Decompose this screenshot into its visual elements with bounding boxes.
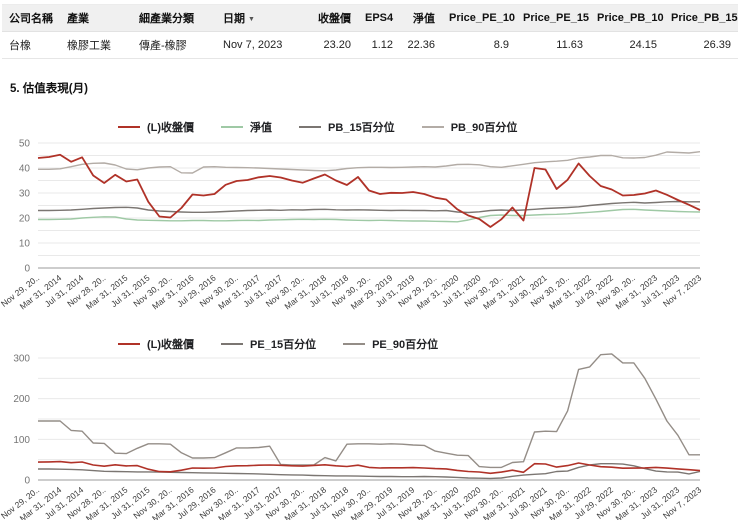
col-price-pb-15: Price_PB_15 xyxy=(664,4,738,32)
svg-text:200: 200 xyxy=(13,394,30,405)
legend-line-icon xyxy=(343,343,366,345)
legend-label: 淨值 xyxy=(250,122,273,134)
sort-desc-icon[interactable]: ▼ xyxy=(248,16,255,23)
svg-text:100: 100 xyxy=(13,435,30,446)
legend-item-3: PB_90百分位 xyxy=(421,119,518,135)
col-eps4: EPS4 xyxy=(358,4,400,32)
svg-text:300: 300 xyxy=(13,354,30,365)
legend-item-1: 淨值 xyxy=(221,119,272,135)
legend-line-icon xyxy=(118,343,140,345)
valuation-report-page: 公司名稱 產業 細產業分類 日期 ▼ 收盤價 EPS4 淨值 Price_PE_1… xyxy=(0,4,740,520)
cell-close-price: 23.20 xyxy=(308,31,358,59)
cell-eps4: 1.12 xyxy=(358,31,400,59)
cell-book-value: 22.36 xyxy=(400,31,442,59)
table-header-row: 公司名稱 產業 細產業分類 日期 ▼ 收盤價 EPS4 淨值 Price_PE_1… xyxy=(2,4,738,32)
legend-line-icon xyxy=(221,126,244,128)
cell-company-name: 台橡 xyxy=(2,31,60,59)
svg-text:0: 0 xyxy=(24,476,30,487)
legend-item-2: PB_15百分位 xyxy=(299,119,395,135)
cell-industry: 橡膠工業 xyxy=(60,31,132,59)
legend-item-0: (L)收盤價 xyxy=(118,119,194,135)
pb-chart-legend: (L)收盤價 淨值 PB_15百分位 PB_90百分位 xyxy=(118,119,740,135)
cell-price-pb-15: 26.39 xyxy=(664,31,738,59)
legend-line-icon xyxy=(421,126,444,128)
cell-price-pb-10: 24.15 xyxy=(590,31,664,59)
legend-label: PE_90百分位 xyxy=(372,339,439,351)
legend-item-1: PE_15百分位 xyxy=(221,336,316,352)
svg-text:10: 10 xyxy=(19,239,31,250)
col-industry: 產業 xyxy=(60,4,132,32)
col-price-pb-10: Price_PB_10 xyxy=(590,4,664,32)
svg-text:30: 30 xyxy=(19,189,31,200)
legend-line-icon xyxy=(299,126,322,128)
cell-date: Nov 7, 2023 xyxy=(216,31,308,59)
legend-label: PB_15百分位 xyxy=(328,122,395,134)
cell-price-pe-15: 11.63 xyxy=(516,31,590,59)
legend-label: (L)收盤價 xyxy=(147,339,195,351)
col-sub-industry: 細產業分類 xyxy=(132,4,216,32)
col-date-sortable[interactable]: 日期 ▼ xyxy=(216,4,308,32)
pe-chart-legend: (L)收盤價 PE_15百分位 PE_90百分位 xyxy=(118,336,740,352)
cell-sub-industry: 傳產-橡膠 xyxy=(132,31,216,59)
svg-text:20: 20 xyxy=(19,214,31,225)
svg-text:50: 50 xyxy=(19,139,31,150)
legend-label: PE_15百分位 xyxy=(250,339,317,351)
company-summary-table: 公司名稱 產業 細產業分類 日期 ▼ 收盤價 EPS4 淨值 Price_PE_1… xyxy=(2,4,738,59)
col-book-value: 淨值 xyxy=(400,4,442,32)
legend-label: (L)收盤價 xyxy=(147,122,195,134)
col-close-price: 收盤價 xyxy=(308,4,358,32)
legend-line-icon xyxy=(221,343,244,345)
svg-text:40: 40 xyxy=(19,164,31,175)
table-row[interactable]: 台橡 橡膠工業 傳產-橡膠 Nov 7, 2023 23.20 1.12 22.… xyxy=(2,31,738,59)
cell-price-pe-10: 8.9 xyxy=(442,31,516,59)
legend-line-icon xyxy=(118,126,140,128)
legend-item-2: PE_90百分位 xyxy=(343,336,438,352)
col-company-name: 公司名稱 xyxy=(2,4,60,32)
legend-label: PB_90百分位 xyxy=(450,122,518,134)
svg-text:0: 0 xyxy=(24,264,30,275)
section-title: 5. 估值表現(月) xyxy=(10,83,88,95)
legend-item-0: (L)收盤價 xyxy=(118,336,194,352)
col-price-pe-10: Price_PE_10 xyxy=(442,4,516,32)
col-price-pe-15: Price_PE_15 xyxy=(516,4,590,32)
